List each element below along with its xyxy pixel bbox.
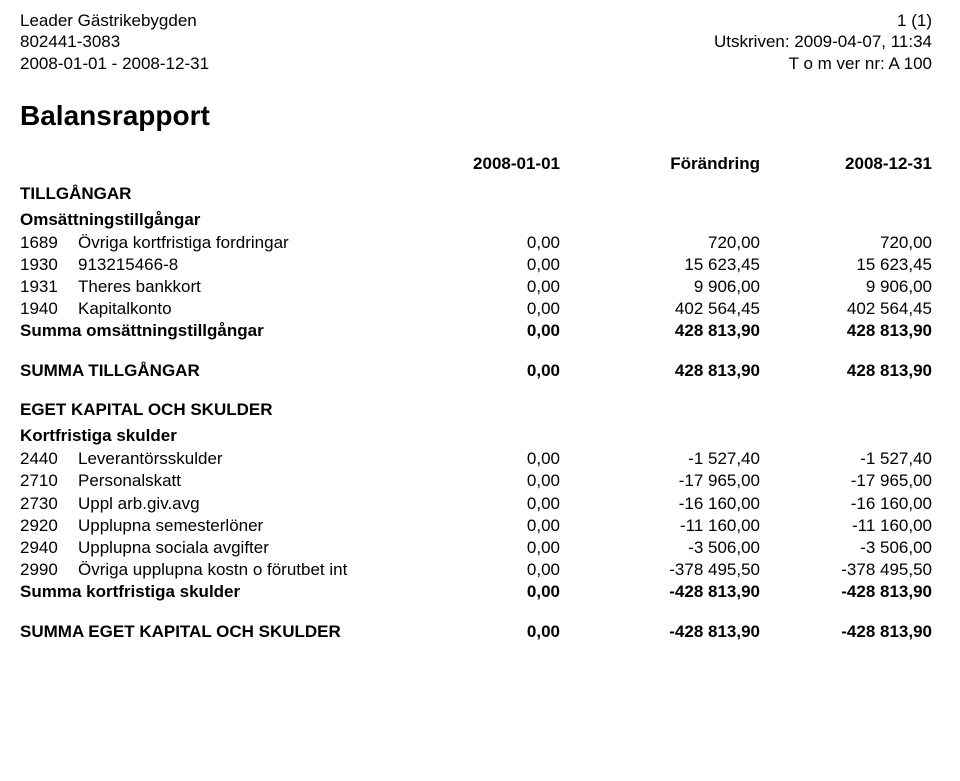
cell-change: -428 813,90 [570, 621, 770, 643]
col-closing: 2008-12-31 [770, 154, 932, 174]
cell-opening: 0,00 [390, 537, 570, 559]
report-header: Leader Gästrikebygden 802441-3083 2008-0… [20, 10, 932, 74]
table-row: 1689 Övriga kortfristiga fordringar 0,00… [20, 232, 932, 254]
account-name: Upplupna semesterlöner [78, 515, 390, 537]
account-no: 1689 [20, 232, 78, 254]
account-name: Uppl arb.giv.avg [78, 493, 390, 515]
cell-closing: -428 813,90 [770, 581, 932, 603]
cell-opening: 0,00 [390, 320, 570, 342]
cell-change: -428 813,90 [570, 581, 770, 603]
sum-label: Summa kortfristiga skulder [20, 581, 390, 603]
cell-change: 428 813,90 [570, 320, 770, 342]
subsection-kortfristiga: Kortfristiga skulder [20, 426, 932, 446]
account-name: Kapitalkonto [78, 298, 390, 320]
cell-change: 9 906,00 [570, 276, 770, 298]
account-no: 1940 [20, 298, 78, 320]
cell-change: 428 813,90 [570, 360, 770, 382]
header-right: 1 (1) Utskriven: 2009-04-07, 11:34 T o m… [714, 10, 932, 74]
table-row: 1930 913215466-8 0,00 15 623,45 15 623,4… [20, 254, 932, 276]
cell-change: -378 495,50 [570, 559, 770, 581]
account-no: 2730 [20, 493, 78, 515]
cell-closing: 428 813,90 [770, 360, 932, 382]
sum-tillgangar: SUMMA TILLGÅNGAR 0,00 428 813,90 428 813… [20, 360, 932, 382]
account-name: Upplupna sociala avgifter [78, 537, 390, 559]
cell-opening: 0,00 [390, 298, 570, 320]
account-no: 2940 [20, 537, 78, 559]
cell-closing: -17 965,00 [770, 470, 932, 492]
account-no: 2990 [20, 559, 78, 581]
table-row: 2440 Leverantörsskulder 0,00 -1 527,40 -… [20, 448, 932, 470]
account-name: Leverantörsskulder [78, 448, 390, 470]
cell-opening: 0,00 [390, 360, 570, 382]
report-title: Balansrapport [20, 100, 932, 132]
sum-kortfristiga: Summa kortfristiga skulder 0,00 -428 813… [20, 581, 932, 603]
col-change: Förändring [570, 154, 770, 174]
account-name: 913215466-8 [78, 254, 390, 276]
report-period: 2008-01-01 - 2008-12-31 [20, 53, 209, 74]
cell-closing: 428 813,90 [770, 320, 932, 342]
cell-opening: 0,00 [390, 232, 570, 254]
cell-closing: -378 495,50 [770, 559, 932, 581]
cell-closing: 720,00 [770, 232, 932, 254]
col-opening: 2008-01-01 [390, 154, 570, 174]
cell-change: 720,00 [570, 232, 770, 254]
table-row: 1931 Theres bankkort 0,00 9 906,00 9 906… [20, 276, 932, 298]
cell-change: 402 564,45 [570, 298, 770, 320]
account-name: Theres bankkort [78, 276, 390, 298]
cell-closing: 9 906,00 [770, 276, 932, 298]
account-no: 1931 [20, 276, 78, 298]
header-left: Leader Gästrikebygden 802441-3083 2008-0… [20, 10, 209, 74]
section-eget-kapital: EGET KAPITAL OCH SKULDER [20, 400, 932, 420]
account-no: 2440 [20, 448, 78, 470]
cell-change: -16 160,00 [570, 493, 770, 515]
version-info: T o m ver nr: A 100 [714, 53, 932, 74]
org-number: 802441-3083 [20, 31, 209, 52]
cell-change: -3 506,00 [570, 537, 770, 559]
cell-opening: 0,00 [390, 254, 570, 276]
table-row: 2940 Upplupna sociala avgifter 0,00 -3 5… [20, 537, 932, 559]
table-row: 2710 Personalskatt 0,00 -17 965,00 -17 9… [20, 470, 932, 492]
cell-closing: -11 160,00 [770, 515, 932, 537]
cell-change: -17 965,00 [570, 470, 770, 492]
account-name: Övriga upplupna kostn o förutbet int [78, 559, 390, 581]
cell-opening: 0,00 [390, 276, 570, 298]
sum-omsattning: Summa omsättningstillgångar 0,00 428 813… [20, 320, 932, 342]
cell-closing: -1 527,40 [770, 448, 932, 470]
table-row: 1940 Kapitalkonto 0,00 402 564,45 402 56… [20, 298, 932, 320]
cell-closing: -428 813,90 [770, 621, 932, 643]
sum-label: SUMMA EGET KAPITAL OCH SKULDER [20, 621, 390, 643]
account-name: Övriga kortfristiga fordringar [78, 232, 390, 254]
cell-closing: 15 623,45 [770, 254, 932, 276]
printed-timestamp: Utskriven: 2009-04-07, 11:34 [714, 31, 932, 52]
cell-opening: 0,00 [390, 470, 570, 492]
account-no: 1930 [20, 254, 78, 276]
account-no: 2710 [20, 470, 78, 492]
sum-eget-kapital: SUMMA EGET KAPITAL OCH SKULDER 0,00 -428… [20, 621, 932, 643]
account-no: 2920 [20, 515, 78, 537]
cell-opening: 0,00 [390, 493, 570, 515]
subsection-omsattning: Omsättningstillgångar [20, 210, 932, 230]
column-headers: 2008-01-01 Förändring 2008-12-31 [20, 154, 932, 174]
cell-change: -11 160,00 [570, 515, 770, 537]
table-row: 2990 Övriga upplupna kostn o förutbet in… [20, 559, 932, 581]
cell-opening: 0,00 [390, 515, 570, 537]
org-name: Leader Gästrikebygden [20, 10, 209, 31]
account-name: Personalskatt [78, 470, 390, 492]
cell-opening: 0,00 [390, 559, 570, 581]
cell-closing: 402 564,45 [770, 298, 932, 320]
table-row: 2730 Uppl arb.giv.avg 0,00 -16 160,00 -1… [20, 493, 932, 515]
sum-label: SUMMA TILLGÅNGAR [20, 360, 390, 382]
section-tillgangar: TILLGÅNGAR [20, 184, 932, 204]
cell-opening: 0,00 [390, 621, 570, 643]
table-row: 2920 Upplupna semesterlöner 0,00 -11 160… [20, 515, 932, 537]
sum-label: Summa omsättningstillgångar [20, 320, 390, 342]
cell-opening: 0,00 [390, 581, 570, 603]
cell-change: -1 527,40 [570, 448, 770, 470]
cell-change: 15 623,45 [570, 254, 770, 276]
cell-closing: -16 160,00 [770, 493, 932, 515]
cell-closing: -3 506,00 [770, 537, 932, 559]
page-indicator: 1 (1) [714, 10, 932, 31]
cell-opening: 0,00 [390, 448, 570, 470]
